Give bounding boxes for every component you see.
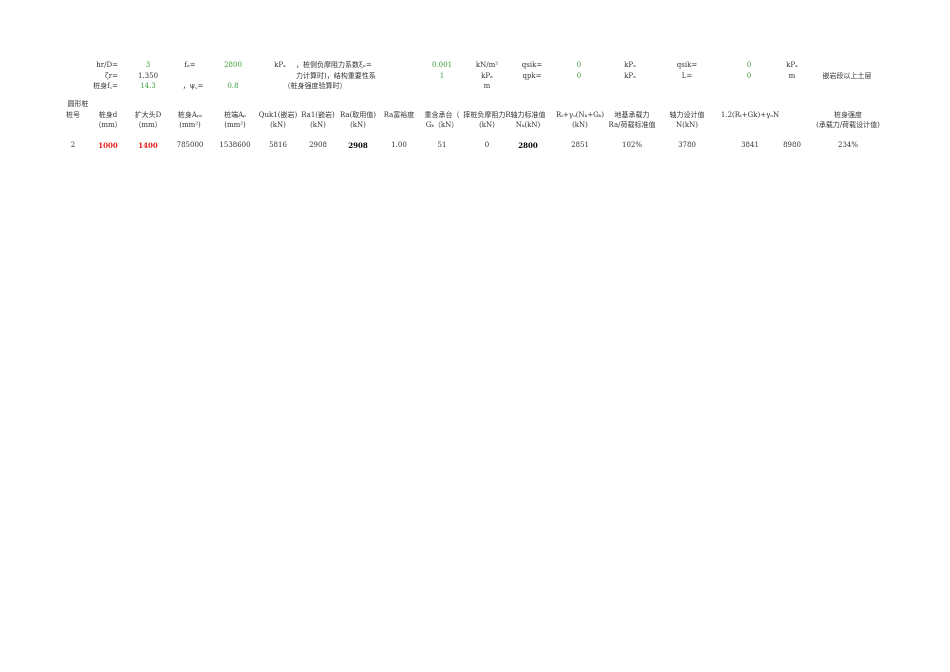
struct-value[interactable]: 1 bbox=[439, 72, 445, 80]
qsik1-unit: kPₐ bbox=[624, 61, 636, 69]
qpk-label: qpk= bbox=[522, 72, 542, 80]
column-header-unit: Ra/荷载标准值 bbox=[608, 121, 656, 129]
table-cell: 5816 bbox=[269, 141, 287, 149]
column-header: 桩身Aₚₛ bbox=[177, 111, 203, 119]
column-header-unit: （mm） bbox=[94, 121, 122, 129]
table-cell: 0 bbox=[484, 141, 490, 149]
table-cell: 2908 bbox=[348, 141, 368, 150]
column-header-unit: Gₖ（kN） bbox=[425, 121, 459, 129]
qsik2-label: qsik= bbox=[676, 61, 698, 69]
column-header-unit: (kN) bbox=[270, 121, 286, 129]
column-header-unit: (kN) bbox=[479, 121, 495, 129]
column-header: 轴力标准值 bbox=[510, 111, 546, 119]
column-header-unit: (承载力/荷载设计值) bbox=[816, 121, 880, 129]
column-header: Ra(取用值) bbox=[339, 111, 377, 119]
column-header: 1.2(Rₜ+Gk)+γₒN bbox=[720, 111, 780, 119]
table-cell: 2800 bbox=[518, 141, 538, 150]
column-header: 桩号 bbox=[66, 111, 80, 119]
xi-value[interactable]: 0.001 bbox=[431, 61, 453, 69]
xi-label: ，桩侧负摩阻力系数ξₙ= bbox=[296, 61, 372, 69]
table-cell[interactable]: 1000 bbox=[98, 141, 118, 150]
column-header: 桩身d bbox=[98, 111, 118, 119]
qsik2-unit: kPₐ bbox=[786, 61, 798, 69]
column-header: Ra富裕度 bbox=[383, 111, 415, 119]
fc-label: 桩身f꜀= bbox=[93, 82, 118, 90]
table-cell: 3841 bbox=[741, 141, 759, 149]
struct-unit: kPₐ bbox=[481, 72, 493, 80]
column-header: 轴力设计值 bbox=[669, 111, 705, 119]
qsik1-label: qsik= bbox=[521, 61, 543, 69]
column-header-unit: (kN) bbox=[310, 121, 326, 129]
table-cell: 8980 bbox=[783, 141, 801, 149]
table-cell: 3780 bbox=[678, 141, 696, 149]
fc-value[interactable]: 14.3 bbox=[140, 82, 156, 90]
fa-unit: kPₐ bbox=[274, 61, 286, 69]
table-cell: 785000 bbox=[176, 141, 204, 149]
table-cell: 1538600 bbox=[219, 141, 251, 149]
column-header-unit: Nₖ(kN) bbox=[515, 121, 541, 129]
column-header: Ra1(嵌岩) bbox=[301, 111, 335, 119]
unit-m: m bbox=[483, 82, 491, 90]
zeta-label: ζr= bbox=[104, 72, 118, 80]
soil-note: 嵌岩段以上土层 bbox=[822, 72, 872, 80]
hr-d-value[interactable]: 3 bbox=[145, 61, 151, 69]
table-cell: 1.00 bbox=[391, 141, 407, 149]
struct-label: 力计算时)，结构重要性系 bbox=[296, 72, 376, 80]
table-cell: 2 bbox=[70, 141, 76, 149]
table-cell: 51 bbox=[437, 141, 447, 149]
L-label: L= bbox=[681, 72, 693, 80]
table-cell: 102% bbox=[621, 141, 643, 149]
psi-label: ，ψ꜀= bbox=[182, 82, 204, 90]
column-header: 桩端Aₚ bbox=[224, 111, 246, 119]
qsik1-value[interactable]: 0 bbox=[576, 61, 582, 69]
column-header: Rₜ+γₒ(Nₖ+Gₖ) bbox=[556, 111, 604, 119]
psi-note: （桩身强度验算时） bbox=[283, 82, 347, 90]
qpk-value[interactable]: 0 bbox=[576, 72, 582, 80]
column-header-unit: (kN) bbox=[350, 121, 366, 129]
hr-d-label: hr/D= bbox=[96, 61, 118, 69]
fa-label: fₐ= bbox=[184, 61, 196, 69]
column-header: 地基承载力 bbox=[614, 111, 650, 119]
psi-value[interactable]: 0.8 bbox=[227, 82, 239, 90]
table-cell[interactable]: 1400 bbox=[138, 141, 158, 150]
qsik2-value[interactable]: 0 bbox=[746, 61, 752, 69]
fa-value[interactable]: 2800 bbox=[224, 61, 242, 69]
table-cell: 234% bbox=[837, 141, 859, 149]
table-cell: 2851 bbox=[571, 141, 589, 149]
column-header: 扩大头D bbox=[134, 111, 162, 119]
column-header: 桩身强度 bbox=[834, 111, 862, 119]
column-header-unit: (kN) bbox=[572, 121, 588, 129]
qpk-unit: kPₐ bbox=[624, 72, 636, 80]
xi-unit: kN/m² bbox=[475, 61, 499, 69]
section-label: 圆形桩 bbox=[67, 100, 89, 108]
column-header: 摔桩负摩阻力R bbox=[463, 111, 511, 119]
L-value[interactable]: 0 bbox=[746, 72, 752, 80]
zeta-value: 1.350 bbox=[137, 72, 159, 80]
column-header: Quk1(嵌岩) bbox=[258, 111, 298, 119]
column-header: 重含承台（ bbox=[424, 111, 460, 119]
column-header-unit: （mm） bbox=[134, 121, 162, 129]
L-unit: m bbox=[788, 72, 796, 80]
column-header-unit: (mm²) bbox=[179, 121, 201, 129]
column-header-unit: N(kN) bbox=[676, 121, 698, 129]
column-header-unit: (mm²) bbox=[224, 121, 246, 129]
table-cell: 2908 bbox=[309, 141, 327, 149]
